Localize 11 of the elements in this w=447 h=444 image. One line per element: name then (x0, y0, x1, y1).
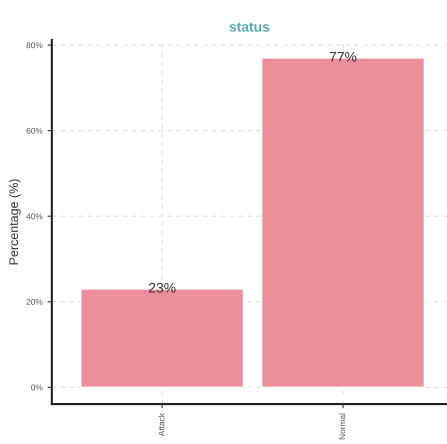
y-tick-label: 0% (31, 384, 43, 390)
text: 77% (330, 52, 356, 62)
x-tick-label: Attack (158, 413, 164, 436)
y-tick-label: 40% (26, 213, 43, 220)
y-tick-label: 80% (26, 42, 43, 48)
chart-title: status (229, 22, 270, 32)
y-axis-title: Percentage (%) (8, 179, 21, 264)
y-tick-label: 20% (26, 298, 43, 305)
text: 23% (148, 282, 176, 293)
x-tick-label: Normal (339, 414, 346, 440)
y-tick-label: 60% (26, 128, 43, 134)
